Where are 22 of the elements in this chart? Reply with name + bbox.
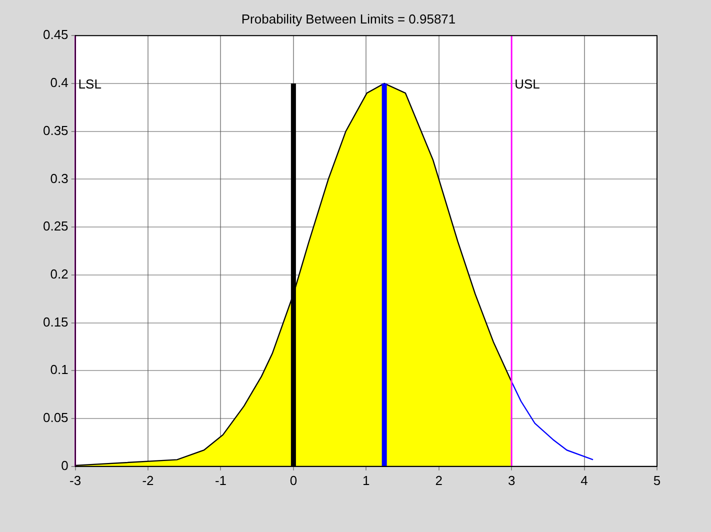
y-tick-label: 0.1 xyxy=(50,362,68,378)
chart-title: Probability Between Limits = 0.95871 xyxy=(241,11,456,26)
y-tick-label: 0.35 xyxy=(42,122,68,138)
y-tick-label: 0.15 xyxy=(42,314,68,330)
y-tick-label: 0.05 xyxy=(42,410,68,426)
y-tick-label: 0.45 xyxy=(42,27,68,42)
y-tick-label: 0.3 xyxy=(50,170,68,186)
y-tick-label: 0.25 xyxy=(42,218,68,234)
y-tick-label: 0.2 xyxy=(50,266,68,282)
ref-line-label: USL xyxy=(514,76,540,92)
x-tick-label: 5 xyxy=(653,472,661,488)
x-tick-label: 1 xyxy=(362,472,370,488)
ref-line-label: LSL xyxy=(78,76,102,92)
x-tick-label: -1 xyxy=(214,472,227,488)
x-tick-label: -3 xyxy=(70,472,82,488)
x-tick-label: 3 xyxy=(508,472,516,488)
y-tick-label: 0.4 xyxy=(50,75,68,90)
x-tick-label: 0 xyxy=(290,472,298,488)
y-tick-label: 0 xyxy=(61,458,68,473)
x-tick-label: -2 xyxy=(142,472,154,488)
x-tick-label: 2 xyxy=(435,472,442,488)
x-tick-label: 4 xyxy=(580,472,588,488)
